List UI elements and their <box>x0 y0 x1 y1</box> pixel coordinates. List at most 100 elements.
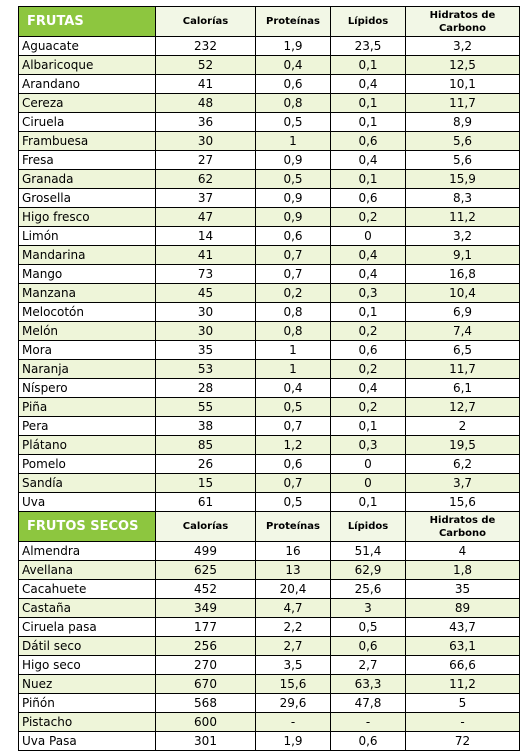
column-header: Calorías <box>155 511 256 542</box>
nutrient-value: 43,7 <box>405 617 520 637</box>
table-row: Melocotón 30 0,8 0,1 6,9 <box>18 302 520 322</box>
nutrient-value: 0,2 <box>255 283 331 303</box>
nutrient-value: 2,2 <box>255 617 331 637</box>
nutrient-value: 15,6 <box>405 492 520 512</box>
food-name: Melocotón <box>18 302 156 322</box>
column-header: Lípidos <box>330 6 406 37</box>
nutrient-value: 670 <box>155 674 256 694</box>
table-row: Uva 61 0,5 0,1 15,6 <box>18 492 520 512</box>
food-name: Manzana <box>18 283 156 303</box>
nutrient-value: 0,8 <box>255 93 331 113</box>
nutrient-value: 0,8 <box>255 321 331 341</box>
food-name: Almendra <box>18 541 156 561</box>
food-name: Nuez <box>18 674 156 694</box>
nutrient-value: 10,1 <box>405 74 520 94</box>
nutrient-value: 72 <box>405 731 520 751</box>
nutrient-value: 19,5 <box>405 435 520 455</box>
nutrient-value: 37 <box>155 188 256 208</box>
nutrient-value: 63,3 <box>330 674 406 694</box>
nutrient-value: 45 <box>155 283 256 303</box>
food-name: Frambuesa <box>18 131 156 151</box>
table-body: FRUTAS Calorías Proteínas Lípidos Hidratos d… <box>18 6 520 751</box>
nutrient-value: 62 <box>155 169 256 189</box>
nutrient-value: 35 <box>405 579 520 599</box>
nutrient-value: 16 <box>255 541 331 561</box>
nutrient-value: 52 <box>155 55 256 75</box>
nutrient-value: 35 <box>155 340 256 360</box>
nutrient-value: 36 <box>155 112 256 132</box>
food-name: Aguacate <box>18 36 156 56</box>
nutrient-value: 0,4 <box>330 378 406 398</box>
nutrient-value: 0,3 <box>330 283 406 303</box>
food-name: Uva <box>18 492 156 512</box>
food-name: Naranja <box>18 359 156 379</box>
food-name: Arandano <box>18 74 156 94</box>
nutrient-value: 0,5 <box>255 492 331 512</box>
table-row: Níspero 28 0,4 0,4 6,1 <box>18 378 520 398</box>
table-row: Aguacate 232 1,9 23,5 3,2 <box>18 36 520 56</box>
nutrient-value: 0,6 <box>330 731 406 751</box>
nutrient-value: 0,2 <box>330 321 406 341</box>
table-row: Castaña 349 4,7 3 89 <box>18 598 520 618</box>
table-row: Higo fresco 47 0,9 0,2 11,2 <box>18 207 520 227</box>
food-name: Dátil seco <box>18 636 156 656</box>
nutrient-value: 301 <box>155 731 256 751</box>
nutrient-value: 1,9 <box>255 36 331 56</box>
nutrient-value: 0,5 <box>255 112 331 132</box>
nutrient-value: 256 <box>155 636 256 656</box>
nutrient-value: - <box>330 712 406 732</box>
table-row: Manzana 45 0,2 0,3 10,4 <box>18 283 520 303</box>
nutrient-value: 0,1 <box>330 112 406 132</box>
nutrient-value: 0,6 <box>330 340 406 360</box>
nutrient-value: 0,6 <box>330 131 406 151</box>
nutrient-value: - <box>405 712 520 732</box>
food-name: Higo fresco <box>18 207 156 227</box>
nutrient-value: 3 <box>330 598 406 618</box>
column-header: Hidratos de Carbono <box>405 6 520 37</box>
table-row: Pomelo 26 0,6 0 6,2 <box>18 454 520 474</box>
nutrient-value: 41 <box>155 74 256 94</box>
food-name: Melón <box>18 321 156 341</box>
table-row: Melón 30 0,8 0,2 7,4 <box>18 321 520 341</box>
food-name: Albaricoque <box>18 55 156 75</box>
nutrient-value: 1 <box>255 131 331 151</box>
food-name: Cereza <box>18 93 156 113</box>
nutrient-value: 7,4 <box>405 321 520 341</box>
table-row: Naranja 53 1 0,2 11,7 <box>18 359 520 379</box>
food-name: Avellana <box>18 560 156 580</box>
nutrient-value: 0,5 <box>330 617 406 637</box>
nutrient-value: 15,6 <box>255 674 331 694</box>
nutrient-value: 0,4 <box>330 245 406 265</box>
table-row: Sandía 15 0,7 0 3,7 <box>18 473 520 493</box>
nutrient-value: 38 <box>155 416 256 436</box>
column-header: Proteínas <box>255 511 331 542</box>
nutrition-table: FRUTAS Calorías Proteínas Lípidos Hidratos d… <box>18 6 520 751</box>
food-name: Plátano <box>18 435 156 455</box>
nutrient-value: 499 <box>155 541 256 561</box>
nutrient-value: 3,7 <box>405 473 520 493</box>
food-name: Granada <box>18 169 156 189</box>
nutrient-value: 0,6 <box>330 636 406 656</box>
nutrient-value: 48 <box>155 93 256 113</box>
nutrient-value: 25,6 <box>330 579 406 599</box>
nutrient-value: 0,4 <box>255 378 331 398</box>
table-row: Higo seco 270 3,5 2,7 66,6 <box>18 655 520 675</box>
nutrient-value: 0,3 <box>330 435 406 455</box>
nutrient-value: 63,1 <box>405 636 520 656</box>
nutrient-value: 0,1 <box>330 169 406 189</box>
table-row: Cacahuete 452 20,4 25,6 35 <box>18 579 520 599</box>
table-row: Plátano 85 1,2 0,3 19,5 <box>18 435 520 455</box>
table-row: Avellana 625 13 62,9 1,8 <box>18 560 520 580</box>
food-name: Fresa <box>18 150 156 170</box>
table-row: Grosella 37 0,9 0,6 8,3 <box>18 188 520 208</box>
nutrient-value: 270 <box>155 655 256 675</box>
table-row: Pistacho 600- - - <box>18 712 520 732</box>
food-name: Uva Pasa <box>18 731 156 751</box>
nutrient-value: 30 <box>155 131 256 151</box>
nutrient-value: 6,5 <box>405 340 520 360</box>
column-header: Hidratos de Carbono <box>405 511 520 542</box>
nutrient-value: 0,6 <box>255 454 331 474</box>
food-name: Piñón <box>18 693 156 713</box>
food-name: Ciruela <box>18 112 156 132</box>
